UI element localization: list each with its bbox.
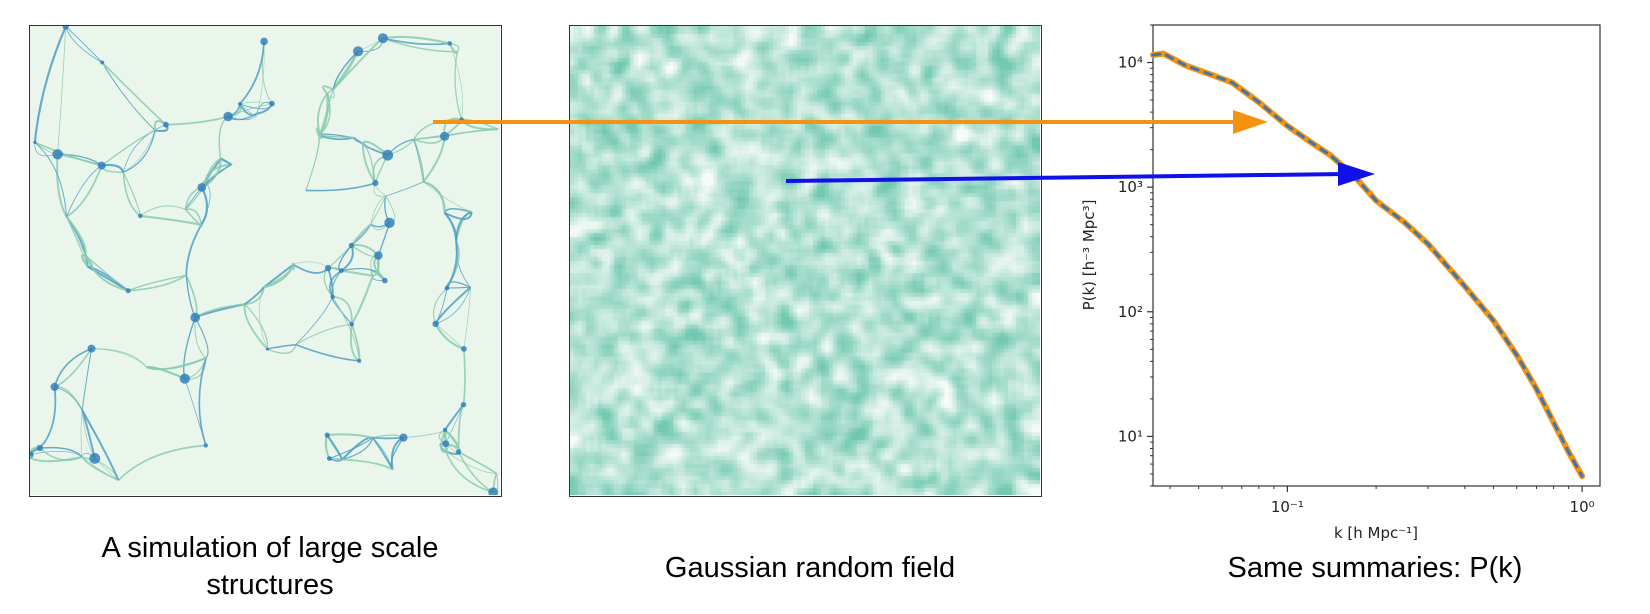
power-spectrum-chart: 10⁻¹ 10⁰ 10¹ 10² 10³ 10⁴ k [h Mpc⁻¹] P(k) [h⁻… — [1080, 24, 1601, 542]
x-axis-label: k [h Mpc⁻¹] — [1334, 524, 1418, 542]
series-line-2 — [1151, 52, 1584, 478]
x-tick-label: 10⁻¹ — [1271, 498, 1304, 516]
y-tick-label: 10² — [1118, 303, 1143, 321]
gaussian-field-image — [570, 26, 1040, 495]
y-tick-label: 10³ — [1118, 178, 1143, 196]
simulation-map — [29, 25, 502, 497]
simulation-caption: A simulation of large scale structures — [101, 532, 439, 601]
y-tick-label: 10⁴ — [1118, 54, 1143, 72]
plot-frame — [1152, 24, 1601, 487]
series-line-1 — [1150, 50, 1586, 480]
y-axis-label: P(k) [h⁻³ Mpc³] — [1080, 200, 1098, 311]
x-tick-label: 10⁰ — [1570, 498, 1595, 516]
summary-caption: Same summaries: P(k) — [1227, 552, 1523, 584]
chart-lines — [1150, 50, 1586, 480]
gaussian-field-map — [569, 25, 1042, 497]
y-tick-label: 10¹ — [1118, 427, 1143, 445]
gaussian-caption: Gaussian random field — [664, 552, 956, 584]
chart-ticks: 10⁻¹ 10⁰ 10¹ 10² 10³ 10⁴ — [1118, 24, 1595, 516]
cosmic-web-image — [30, 26, 500, 495]
